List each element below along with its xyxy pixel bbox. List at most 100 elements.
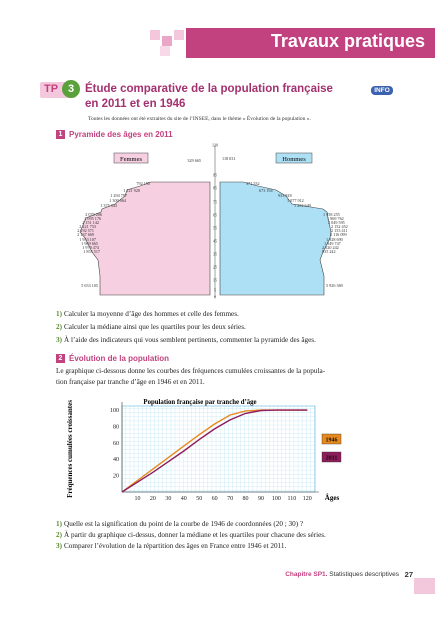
women-value-label: 1 979 474 xyxy=(82,245,100,250)
footer-tab xyxy=(414,578,435,594)
men-value-label: 1 949 747 xyxy=(324,241,341,246)
women-value-label: 1 969 665 xyxy=(81,241,98,246)
women-value-label: 1 294 797 xyxy=(110,193,127,198)
age-tick: 0 xyxy=(214,295,216,300)
tp-title-line1: Étude comparative de la population franç… xyxy=(85,83,333,95)
section2-para2: tion française par tranche d’âge en 1946… xyxy=(56,378,205,386)
age-tick: 35 xyxy=(213,252,217,257)
q2-item3: 3) Comparer l’évolution de la répartition… xyxy=(56,542,286,550)
info-badge[interactable]: INFO xyxy=(371,86,393,95)
men-value-label: 371 532 xyxy=(246,181,260,186)
page-title: Travaux pratiques xyxy=(270,31,425,51)
tp-label: TP xyxy=(44,83,59,95)
q2-text1: Quelle est la signification du point de … xyxy=(64,520,304,528)
y-tick-label: 20 xyxy=(113,474,119,480)
q2-num1: 1) xyxy=(56,520,62,528)
q1-num1: 1) xyxy=(56,310,62,318)
age-pyramid: 120 95 85 75 65 55 45 35 25 15 5 0 792 195 1 121 920… xyxy=(77,143,348,300)
women-value-label: 2 079 206 xyxy=(85,212,102,217)
legend-men-box xyxy=(275,152,313,164)
q1-text3: À l’aide des indicateurs qui vous semble… xyxy=(64,336,316,344)
y-tick-label: 40 xyxy=(113,457,119,463)
q1-num3: 3) xyxy=(56,336,62,344)
q1-num2: 2) xyxy=(56,323,62,331)
men-value-label: 1 928 690 xyxy=(326,237,343,242)
age-tick: 95 xyxy=(213,173,217,178)
age-tick: 120 xyxy=(212,143,218,148)
x-tick-label: 90 xyxy=(258,496,264,502)
age-tick: 45 xyxy=(213,239,217,244)
women-value-label: 5 653 105 xyxy=(81,283,98,288)
footer-chapter-label: Chapitre SP1. xyxy=(285,571,328,578)
tp-number: 3 xyxy=(62,80,80,98)
women-value-label: 2 137 669 xyxy=(77,232,94,237)
chart-title: Population française par tranche d’âge xyxy=(143,399,256,406)
legend-men: Hommes xyxy=(282,156,306,163)
section2-title: Évolution de la population xyxy=(69,354,169,363)
legend-swatch xyxy=(321,451,342,463)
men-value-label: 2 020 242 xyxy=(322,245,339,250)
chart-xlabel: Âges xyxy=(325,494,340,502)
x-tick-label: 60 xyxy=(212,496,218,502)
men-value-label: 2 153 411 xyxy=(331,228,348,233)
age-tick: 75 xyxy=(213,200,217,205)
legend-label: 2011 xyxy=(326,456,338,462)
women-value-label: 1 953 107 xyxy=(79,237,96,242)
age-tick: 5 xyxy=(214,288,216,293)
q1-item3: 3) À l’aide des indicateurs qui vous semb… xyxy=(56,336,316,344)
x-tick-label: 100 xyxy=(272,496,281,502)
men-total: 118 031 xyxy=(222,156,235,161)
q1-item1: 1) Calculer la moyenne d’âge des hommes e… xyxy=(56,310,239,318)
x-tick-label: 10 xyxy=(134,496,140,502)
q2-text3: Comparer l’évolution de la répartition d… xyxy=(64,542,287,550)
legend-label: 1946 xyxy=(326,438,338,444)
men-value-label: 5 926 369 xyxy=(326,283,343,288)
footer-chapter: Chapitre SP1. Statistiques descriptives xyxy=(285,571,399,578)
men-value-label: 1 077 912 xyxy=(287,198,304,203)
chart-ylabel: Fréquences cumulées croissantes xyxy=(66,400,74,498)
men-value-label: 1 969 762 xyxy=(327,216,344,221)
x-tick-label: 80 xyxy=(243,496,249,502)
q2-text2: À partir du graphique ci-dessus, donner … xyxy=(64,531,326,539)
legend-women-box xyxy=(113,152,149,164)
legend-women: Femmes xyxy=(120,156,142,163)
section2-number: 2 xyxy=(56,354,65,363)
men-value-label: 935 242 xyxy=(322,249,336,254)
q2-item1: 1) Quelle est la signification du point d… xyxy=(56,520,303,528)
y-tick-label: 100 xyxy=(110,408,119,414)
women-total: 329 665 xyxy=(187,158,201,163)
footer-chapter-title: Statistiques descriptives xyxy=(329,571,399,578)
women-value-label: 2 151 142 xyxy=(82,220,99,225)
women-value-label: 1 121 920 xyxy=(123,188,140,193)
series-line-2011 xyxy=(121,409,308,493)
age-tick: 55 xyxy=(213,226,217,231)
men-value-label: 2 152 452 xyxy=(331,224,348,229)
section1-number: 1 xyxy=(56,130,65,139)
men-value-label: 673 194 xyxy=(259,188,274,193)
x-tick-label: 40 xyxy=(181,496,187,502)
age-tick: 25 xyxy=(213,265,217,270)
men-value-label: 933 818 xyxy=(278,193,292,198)
x-tick-label: 120 xyxy=(303,496,312,502)
section1-title: Pyramide des âges en 2011 xyxy=(69,130,173,139)
q2-num2: 2) xyxy=(56,531,62,539)
q2-num3: 3) xyxy=(56,542,62,550)
x-tick-label: 110 xyxy=(287,496,296,502)
y-tick-label: 60 xyxy=(113,441,119,447)
chart-grid xyxy=(121,405,316,493)
women-value-label: 1 300 064 xyxy=(109,198,127,203)
y-tick-label: 80 xyxy=(113,424,119,430)
header-bar xyxy=(186,28,435,58)
men-value-label: 1 252 649 xyxy=(294,203,311,208)
women-value-label: 2 095 176 xyxy=(84,216,101,221)
q1-text1: Calculer la moyenne d’âge des hommes et … xyxy=(64,310,239,318)
x-tick-label: 30 xyxy=(165,496,171,502)
q2-item2: 2) À partir du graphique ci-dessus, donne… xyxy=(56,531,326,539)
women-area xyxy=(79,181,211,296)
q1-text2: Calculer la médiane ainsi que les quarti… xyxy=(64,323,246,331)
women-value-label: 1 375 343 xyxy=(100,203,117,208)
section2-para1: Le graphique ci-dessous donne les courbe… xyxy=(56,367,326,375)
women-value-label: 792 195 xyxy=(136,181,150,186)
x-tick-label: 70 xyxy=(227,496,233,502)
page-number: 27 xyxy=(404,570,413,579)
